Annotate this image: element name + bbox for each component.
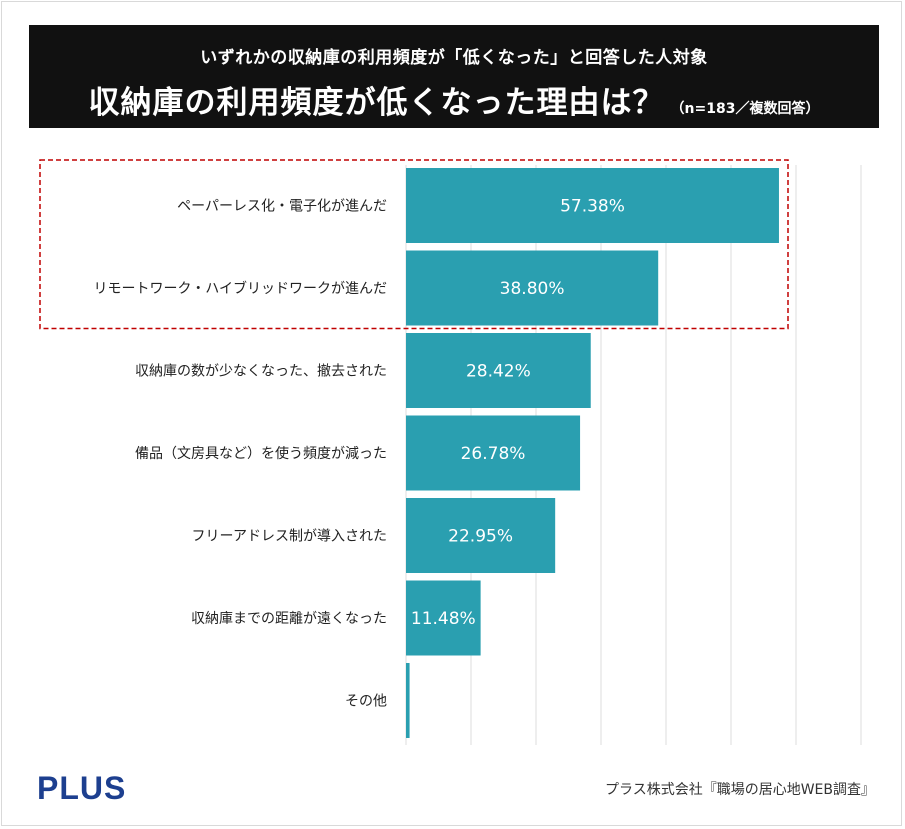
value-label: 11.48% [411, 609, 476, 629]
category-label: フリーアドレス制が導入された [192, 529, 387, 545]
category-label: 収納庫までの距離が遠くなった [191, 610, 387, 627]
bar [406, 250, 659, 326]
sample-note: （n=183／複数回答） [670, 101, 820, 117]
category-label: リモートワーク・ハイブリッドワークが進んだ [94, 280, 387, 297]
bar [406, 333, 591, 408]
value-label: 26.78% [461, 444, 526, 464]
bar [406, 663, 410, 738]
chart-subtitle: いずれかの収納庫の利用頻度が「低くなった」と回答した人対象 [200, 48, 708, 68]
bar [406, 168, 779, 243]
value-label: 28.42% [466, 362, 531, 382]
value-label: 38.80% [500, 279, 565, 299]
category-label: 備品（文房具など）を使う頻度が減った [135, 445, 387, 462]
category-label: 収納庫の数が少なくなった、撤去された [135, 363, 387, 380]
category-label: その他 [345, 694, 387, 710]
plus-logo: PLUS [37, 770, 127, 806]
bar [406, 415, 581, 491]
bar [406, 580, 481, 656]
chart-title-line: 収納庫の利用頻度が低くなった理由は？ （n=183／複数回答） [29, 77, 879, 122]
bar [406, 498, 556, 573]
value-label: 57.38% [560, 197, 625, 217]
chart-header: いずれかの収納庫の利用頻度が「低くなった」と回答した人対象 収納庫の利用頻度が低… [29, 25, 879, 128]
value-label: 22.95% [448, 527, 513, 547]
chart-title: 収納庫の利用頻度が低くなった理由は？ [88, 85, 665, 121]
category-label: ペーパーレス化・電子化が進んだ [177, 199, 387, 215]
source-credit: プラス株式会社『職場の居心地WEB調査』 [604, 782, 875, 798]
highlight-box [39, 159, 789, 330]
